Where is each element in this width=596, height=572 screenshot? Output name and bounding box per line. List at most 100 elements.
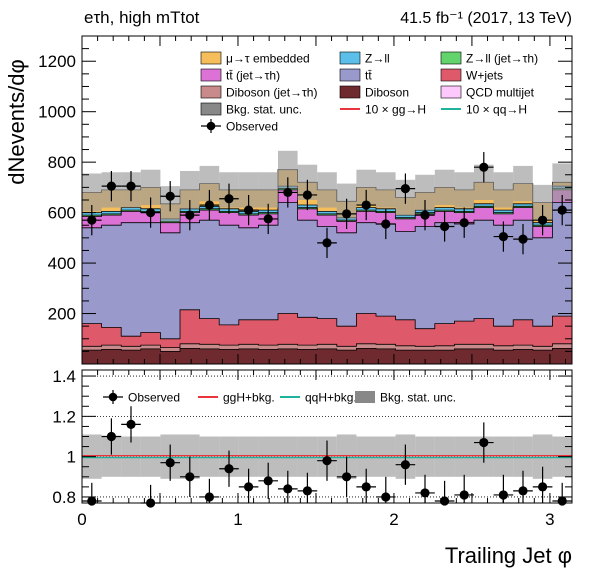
main-observed-point [420,210,430,220]
main-unc-bin [474,164,494,200]
ratio-observed-point [498,490,508,500]
main-unc-bin [493,172,514,208]
main-unc-bin [376,172,396,208]
main-observed-point [146,208,156,218]
main-observed-point [185,210,195,220]
ratio-unc-bin [513,436,533,477]
main-unc-bin [513,165,533,202]
ratio-unc-bin [532,434,553,479]
main-observed-point [87,215,97,225]
main-observed-point [498,231,508,242]
legend-symbol-7 [339,85,361,99]
ratio-observed-point [381,492,391,502]
legend-symbol-9 [200,102,222,116]
ratio-observed-point [342,472,352,482]
ratio-observed-point [420,488,430,498]
x-tick-label: 0 [77,510,86,529]
legend-label: Z→ll (jet→τh) [466,52,538,66]
ratio-unc-bin [140,436,161,477]
ratio-observed-point [322,456,332,466]
ratio-observed-point [400,460,410,470]
legend-label: tt̄ [365,69,372,83]
main-unc-bin [454,172,474,208]
main-y-tick-label: 1000 [38,103,76,122]
main-unc-bin [199,165,220,202]
ratio-observed-point [283,484,293,494]
legend-symbol-2 [440,51,462,65]
main-unc-bin [140,169,161,206]
ratio-legend-label: ggH+bkg. [223,391,275,405]
main-unc-bin [434,169,455,206]
main-observed-point [283,187,293,198]
main-observed-point [381,219,391,229]
ratio-y-tick-label: 1 [67,448,76,467]
legend-symbol-6 [200,85,222,99]
ratio-legend: Observed ggH+bkg. qqH+bkg. Bkg. stat. unc. [103,390,456,405]
ratio-y-tick-label: 1.2 [52,407,76,426]
x-tick-label: 2 [389,510,398,529]
ratio-unc-bin [415,436,435,477]
legend-label: QCD multijet [466,86,535,100]
main-unc-bin [356,169,376,206]
main-observed-point [302,190,312,200]
ratio-observed-point [224,464,234,474]
main-observed-point [263,214,273,224]
ratio-observed-point [479,437,489,448]
legend-label: W+jets [466,69,503,83]
ratio-observed-point [106,431,116,442]
ratio-legend-symbol-3 [355,391,375,403]
ratio-legend-symbol-0 [103,390,123,404]
ratio-unc-bin [434,436,455,477]
ratio-unc-bin [376,436,396,477]
main-unc-bin [415,174,435,211]
ratio-observed-point [165,458,175,468]
main-observed-point [479,162,489,172]
ratio-legend-label: Observed [128,391,180,405]
main-observed-point [440,221,450,232]
main-observed-point [244,205,254,215]
main-unc-bin [317,172,337,208]
main-y-axis-title: dNevents/dφ [4,59,29,185]
ratio-observed-point [440,496,450,506]
ratio-unc-bin [493,436,514,477]
main-unc-bin [278,150,298,189]
main-axes: 200 400 600 800 1000 1200 [38,35,573,365]
legend-label: Observed [226,120,278,134]
main-unc-bin [532,184,553,221]
legend-symbol-8 [440,85,462,99]
main-y-tick-label: 1200 [38,52,76,71]
ratio-unc-bin [356,436,376,477]
main-unc-bin [238,172,259,208]
legend-symbol-5 [440,68,462,82]
main-observed-point [106,181,116,191]
x-tick-label: 3 [545,510,554,529]
main-unc-bin [180,170,200,209]
main-observed-point [342,209,352,219]
ratio-observed-point [302,486,312,496]
main-y-tick-label: 800 [48,153,76,172]
ratio-observed-point [459,490,469,500]
main-observed-point [459,218,469,228]
main-y-tick-label: 200 [48,305,76,324]
ratio-unc-bin [454,436,474,477]
ratio-legend-label: Bkg. stat. unc. [380,391,456,405]
ratio-observed-point [185,472,195,482]
ratio-legend-label: qqH+bkg. [305,391,357,405]
legend-symbol-4 [339,68,361,82]
main-observed-point [518,234,528,244]
legend-label: 10 × gg→H [365,103,426,117]
ratio-observed-point [263,476,273,486]
legend-label: 10 × qq→H [466,103,527,117]
main-observed-point [538,215,548,225]
ratio-unc-bin [238,436,259,477]
main-observed-point [322,238,332,248]
main-observed-point [224,194,234,204]
ratio-observed-point [126,419,136,430]
ratio-observed-point [518,486,528,496]
main-y-tick-label: 400 [48,254,76,273]
ratio-unc-bin [121,436,141,477]
ratio-observed-point [87,496,97,506]
legend-label: Diboson [365,86,409,100]
ratio-observed-point [244,482,254,492]
legend-label: μ→τ embedded [226,52,310,66]
